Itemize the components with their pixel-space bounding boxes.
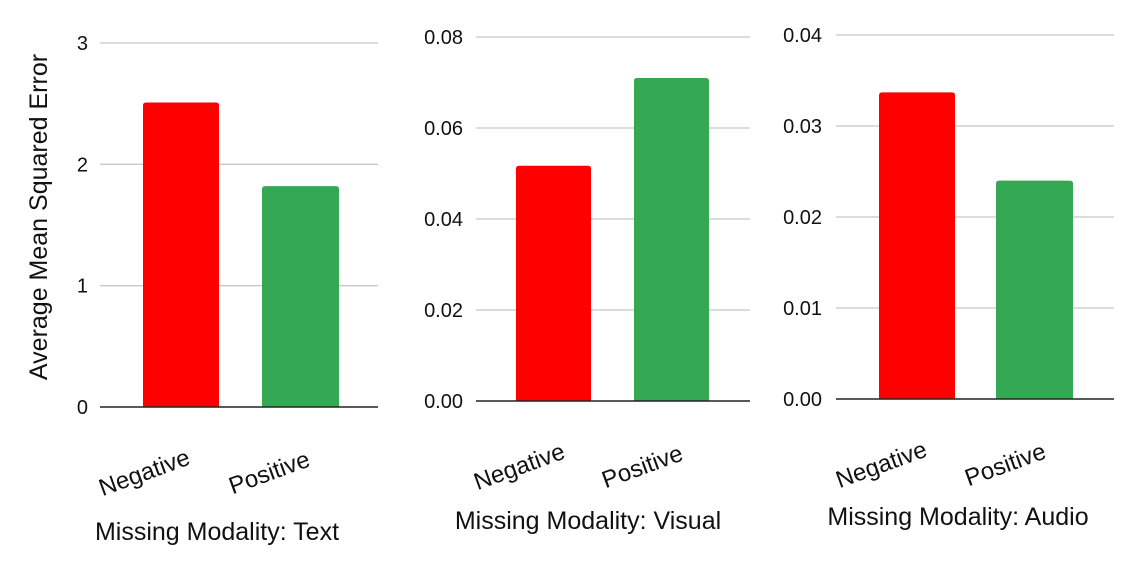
y-tick-label: 3 xyxy=(77,33,88,55)
y-tick-label: 0.00 xyxy=(424,391,463,413)
bar-positive xyxy=(262,186,339,407)
x-category-label: Negative xyxy=(470,438,568,496)
y-tick-label: 0.08 xyxy=(424,27,463,49)
bar-positive xyxy=(996,180,1073,399)
y-tick-label: 0 xyxy=(77,397,88,419)
bar-negative xyxy=(516,165,591,401)
y-tick-label: 0.04 xyxy=(783,25,822,47)
x-axis-title: Missing Modality: Text xyxy=(95,518,339,546)
x-category-label: Positive xyxy=(225,446,313,500)
y-tick-label: 0.02 xyxy=(424,300,463,322)
x-axis-title: Missing Modality: Audio xyxy=(827,503,1088,531)
y-tick-label: 1 xyxy=(77,276,88,298)
y-axis-title: Average Mean Squared Error xyxy=(25,54,53,380)
y-tick-label: 0.01 xyxy=(783,298,822,320)
y-tick-label: 2 xyxy=(77,154,88,176)
x-category-label: Negative xyxy=(832,436,930,494)
y-tick-label: 0.06 xyxy=(424,118,463,140)
x-axis-title: Missing Modality: Visual xyxy=(455,507,721,535)
x-category-label: Positive xyxy=(961,438,1049,492)
chart-panel-audio: 0.00 0.01 0.02 0.03 0.04 Negative Positive Miss… xyxy=(783,25,1114,531)
y-tick-label: 0.03 xyxy=(783,116,822,138)
chart-panel-visual: 0.00 0.02 0.04 0.06 0.08 Negative Positive Miss… xyxy=(424,27,750,535)
y-tick-label: 0.04 xyxy=(424,209,463,231)
x-category-label: Negative xyxy=(95,444,193,502)
bar-positive xyxy=(634,77,709,401)
chart-panel-text: 0 1 2 3 Negative Positive Missing Modality: Te… xyxy=(77,33,378,546)
bar-negative xyxy=(879,92,955,399)
x-category-label: Positive xyxy=(598,440,686,494)
y-tick-label: 0.02 xyxy=(783,207,822,229)
y-tick-label: 0.00 xyxy=(783,389,822,411)
bar-negative xyxy=(143,102,219,407)
